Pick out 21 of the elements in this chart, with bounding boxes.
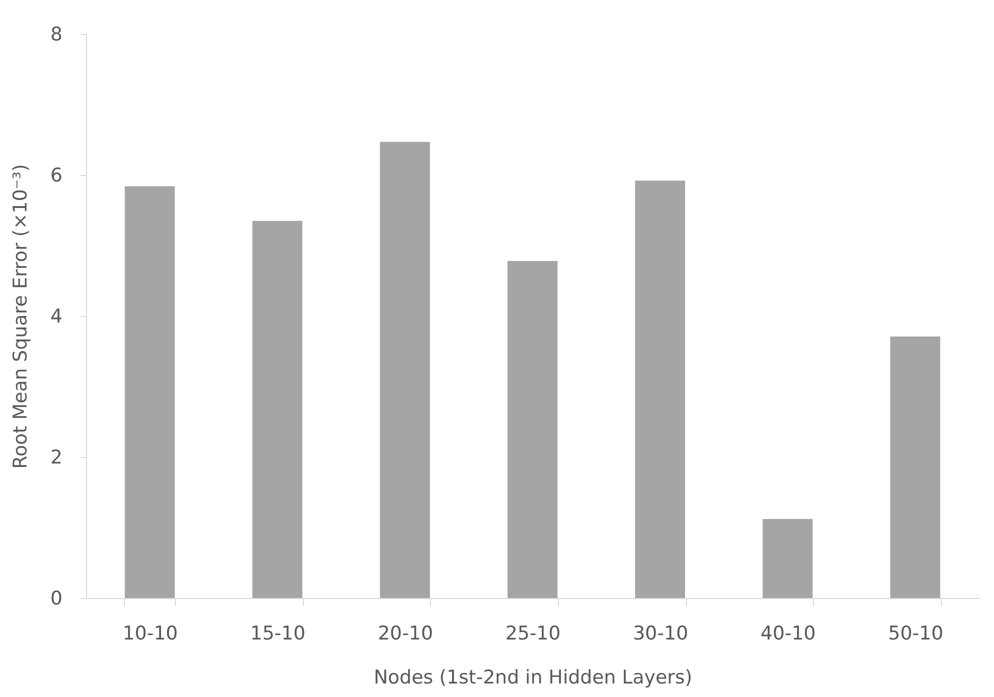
x-axis-title: Nodes (1st-2nd in Hidden Layers) — [374, 666, 692, 688]
bar — [762, 519, 813, 598]
bar — [380, 142, 430, 598]
y-tick-label: 6 — [50, 164, 62, 186]
y-tick-label: 2 — [50, 446, 62, 468]
x-tick-label: 10-10 — [122, 622, 178, 644]
bar — [635, 180, 686, 598]
bar — [890, 336, 940, 598]
x-tick-label: 40-10 — [760, 622, 816, 644]
bar — [252, 220, 302, 598]
y-tick-label: 4 — [50, 306, 62, 328]
y-tick-label: 0 — [50, 588, 62, 610]
x-tick-label: 50-10 — [888, 622, 944, 644]
x-tick-label: 30-10 — [632, 622, 688, 644]
x-tick-label: 25-10 — [505, 622, 561, 644]
bar — [508, 261, 558, 598]
bar — [124, 186, 175, 598]
y-axis-title: Root Mean Square Error (×10⁻³) — [9, 164, 32, 469]
x-tick-label: 15-10 — [250, 622, 306, 644]
y-tick-label: 8 — [50, 24, 62, 46]
x-tick-label: 20-10 — [378, 622, 434, 644]
